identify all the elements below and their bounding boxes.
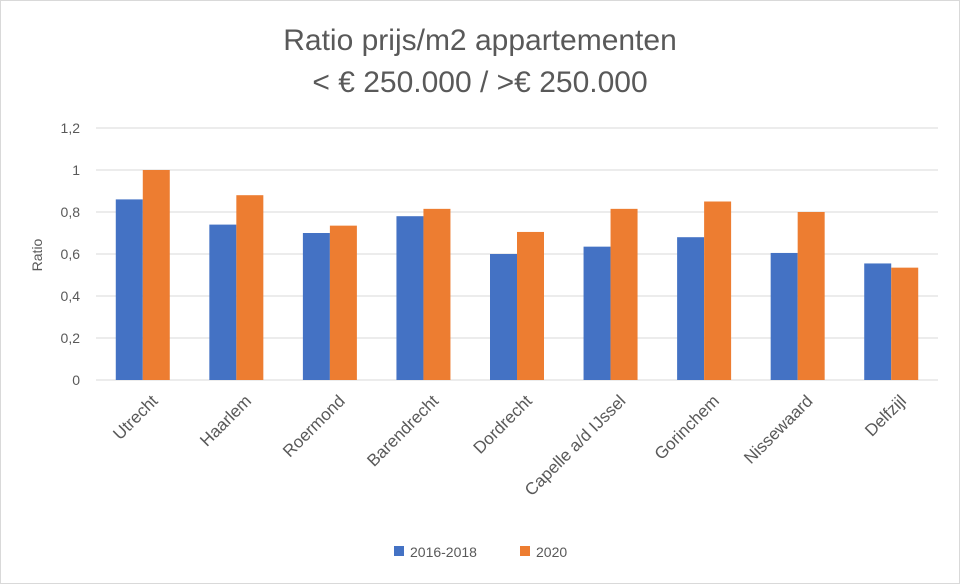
legend-label: 2020 — [536, 544, 567, 560]
x-tick-label: Barendrecht — [363, 391, 442, 470]
legend-label: 2016-2018 — [410, 544, 477, 560]
bar-2020-Haarlem — [236, 195, 264, 380]
bar-2016-2018-Delfzijl — [864, 263, 892, 380]
bar-2020-Delfzijl — [891, 267, 919, 380]
bar-2016-2018-Utrecht — [115, 199, 143, 380]
bar-2020-Dordrecht — [517, 231, 544, 380]
legend-swatch — [394, 546, 404, 556]
y-tick-label: 0,8 — [61, 204, 81, 220]
bar-2016-2018-Dordrecht — [490, 254, 517, 380]
bar-2016-2018-Nissewaard — [770, 252, 798, 380]
bar-2020-Barendrecht — [423, 208, 451, 380]
bar-2016-2018-Roermond — [302, 233, 330, 380]
x-tick-label: Gorinchem — [651, 391, 723, 463]
x-tick-label: Capelle a/d IJssel — [521, 391, 629, 499]
y-tick-label: 0,2 — [61, 330, 81, 346]
x-tick-label: Nissewaard — [740, 391, 816, 467]
y-tick-label: 1,2 — [61, 120, 81, 136]
legend: 2016-2018 2020 — [394, 544, 567, 560]
bars — [115, 170, 919, 380]
y-tick-label: 0,6 — [61, 246, 81, 262]
x-tick-label: Roermond — [279, 391, 349, 461]
bar-2016-2018-Capelle a/d IJssel — [583, 246, 611, 380]
x-tick-label: Utrecht — [109, 391, 161, 443]
bar-2020-Capelle a/d IJssel — [610, 208, 638, 380]
y-tick-label: 1 — [72, 162, 80, 178]
y-tick-labels: 0 0,2 0,4 0,6 0,8 1 1,2 — [61, 120, 81, 388]
y-axis-label: Ratio — [29, 238, 45, 271]
bar-2020-Roermond — [329, 225, 357, 380]
bar-2016-2018-Barendrecht — [396, 216, 424, 380]
bar-2020-Nissewaard — [797, 212, 825, 380]
y-tick-label: 0,4 — [61, 288, 81, 304]
x-tick-label: Delfzijl — [861, 391, 910, 440]
y-tick-label: 0 — [72, 372, 80, 388]
bar-2016-2018-Gorinchem — [677, 237, 705, 380]
x-tick-label: Dordrecht — [470, 391, 536, 457]
legend-swatch — [520, 546, 530, 556]
chart-title-line-1: Ratio prijs/m2 appartementen — [283, 24, 677, 57]
bar-2020-Gorinchem — [704, 201, 732, 380]
x-tick-labels: Utrecht Haarlem Roermond Barendrecht Dordrec… — [109, 391, 910, 500]
chart-title-line-2: < € 250.000 / >€ 250.000 — [312, 66, 647, 99]
x-tick-label: Haarlem — [196, 391, 255, 450]
bar-2016-2018-Haarlem — [209, 224, 237, 380]
bar-2020-Utrecht — [142, 170, 170, 380]
